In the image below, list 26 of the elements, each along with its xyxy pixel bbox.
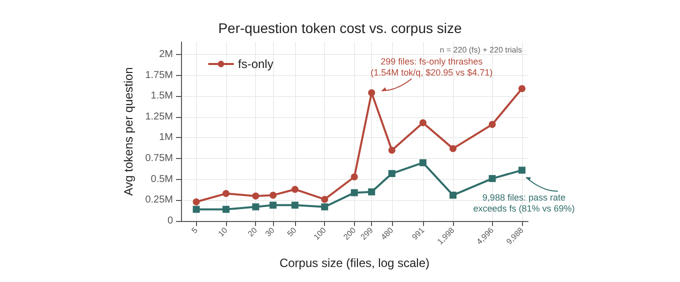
chart-title: Per-question token cost vs. corpus size — [218, 20, 462, 36]
y-tick-label: 1.5M — [150, 90, 173, 102]
annotation: 299 files: fs-only thrashes (1.54M tok/q, $20.95 vs $4.71) — [370, 56, 493, 78]
y-tick-label: 2M — [159, 48, 173, 60]
y-tick-label: 1.75M — [145, 70, 173, 81]
x-tick-label: 299 — [358, 225, 376, 242]
annotation: 9,988 files: pass rate exceeds fs (81% vs 69%) — [473, 192, 575, 214]
x-tick-label: 20 — [246, 225, 260, 238]
y-tick-label: 1.25M — [145, 111, 173, 122]
annotation: n = 220 (fs) + 220 trials — [440, 46, 522, 54]
x-tick-label: 5 — [190, 225, 200, 236]
x-tick-label: 50 — [285, 225, 299, 238]
y-tick-label: 1M — [159, 132, 173, 144]
y-tick-label: 0.25M — [145, 194, 173, 206]
y-tick-label: 0.5M — [150, 174, 173, 185]
y-tick-label: 0.75M — [145, 153, 173, 164]
y-axis-title: Avg tokens per question — [121, 67, 136, 196]
x-tick-label: 30 — [264, 225, 277, 238]
y-tick-label: 0 — [167, 216, 174, 226]
x-tick-label: 10 — [216, 225, 230, 238]
x-tick-label: 200 — [342, 225, 358, 242]
legend-label: fs-only — [238, 57, 274, 71]
x-axis-title: Corpus size (files, log scale) — [279, 256, 430, 270]
x-tick-label: 100 — [312, 225, 328, 242]
x-tick-label: 480 — [379, 225, 396, 242]
x-tick-label: 991 — [410, 225, 427, 242]
